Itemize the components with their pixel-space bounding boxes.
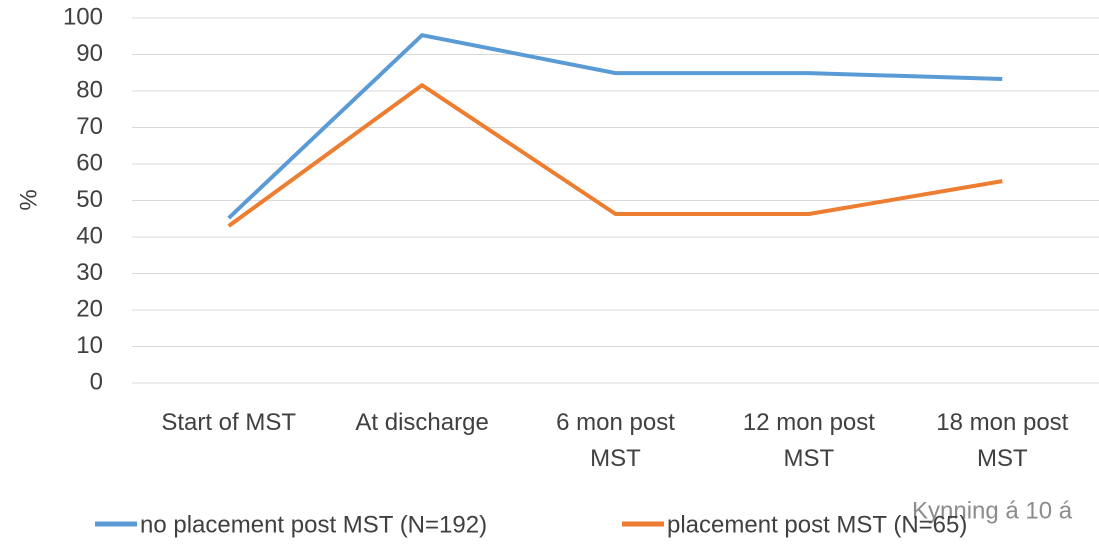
y-tick-label: 50: [76, 186, 103, 213]
y-tick-label: 30: [76, 259, 103, 286]
y-tick-label: 70: [76, 113, 103, 140]
x-tick-label: 12 mon post MST: [742, 409, 875, 472]
x-tick-label: Start of MST: [161, 409, 297, 436]
x-tick-label: At discharge: [355, 409, 489, 436]
footer: Kynning á 10 á: [912, 497, 1073, 524]
legend-label: placement post MST (N=65): [667, 511, 967, 538]
y-tick-label: 60: [76, 149, 103, 176]
x-tick-label: 6 mon post MST: [556, 409, 675, 472]
y-tick-label: 40: [76, 222, 103, 249]
legend-label: no placement post MST (N=192): [140, 511, 487, 538]
y-tick-label: 100: [63, 3, 103, 30]
series-line: [227, 83, 1003, 228]
y-tick-label: 90: [76, 40, 103, 67]
y-tick-label: 10: [76, 332, 103, 359]
x-tick-label: 18 mon post MST: [936, 409, 1069, 472]
series-line: [227, 33, 1003, 220]
y-tick-label: 80: [76, 76, 103, 103]
y-tick-label: 0: [90, 368, 103, 395]
y-axis-label: %: [15, 189, 42, 210]
y-tick-label: 20: [76, 295, 103, 322]
